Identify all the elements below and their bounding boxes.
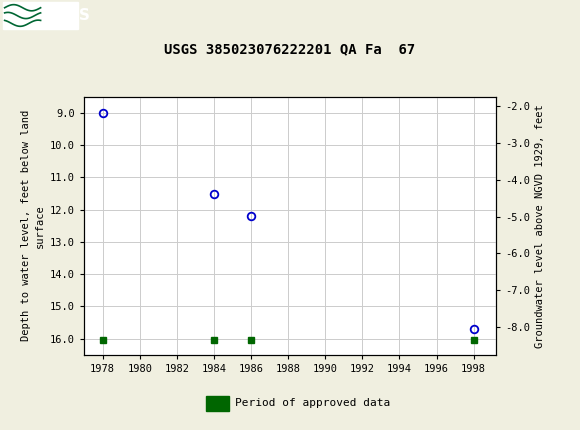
Y-axis label: Depth to water level, feet below land
surface: Depth to water level, feet below land su… bbox=[21, 110, 45, 341]
Text: USGS 385023076222201 QA Fa  67: USGS 385023076222201 QA Fa 67 bbox=[164, 42, 416, 56]
Y-axis label: Groundwater level above NGVD 1929, feet: Groundwater level above NGVD 1929, feet bbox=[535, 104, 545, 347]
Text: USGS: USGS bbox=[44, 8, 90, 23]
Bar bbox=[3, 2, 78, 29]
Bar bbox=[206, 396, 229, 411]
Text: Period of approved data: Period of approved data bbox=[235, 398, 390, 408]
